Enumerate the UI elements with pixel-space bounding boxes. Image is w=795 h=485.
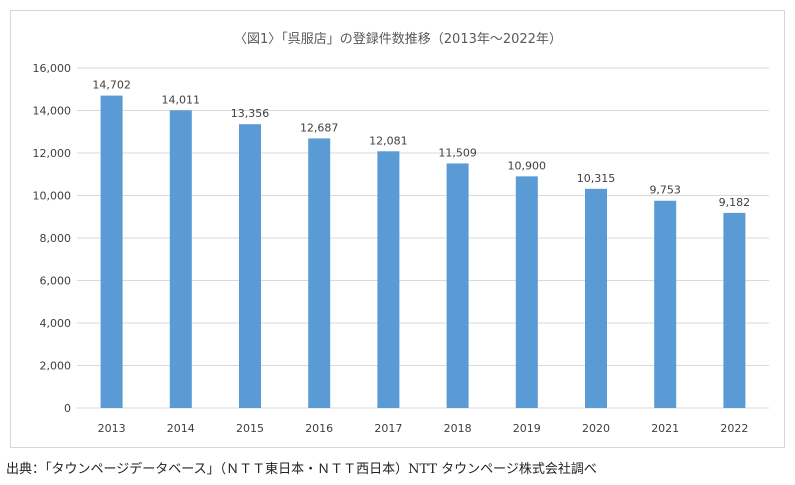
bar-2020 [585, 188, 607, 408]
y-tick-label: 0 [64, 402, 71, 415]
data-label-2017: 12,081 [369, 134, 408, 147]
x-tick-label-2019: 2019 [513, 422, 541, 435]
bar-2017 [377, 151, 400, 408]
data-label-2015: 13,356 [231, 107, 270, 120]
x-tick-label-2013: 2013 [98, 422, 126, 435]
y-axis-tick-labels: 0 2,000 4,000 6,000 8,000 10,000 12,000 14,000 1… [33, 62, 72, 415]
data-label-2013: 14,702 [92, 79, 131, 92]
data-label-2020: 10,315 [577, 172, 616, 185]
data-label-2022: 9,182 [719, 196, 751, 209]
y-tick-label: 8,000 [40, 232, 72, 245]
x-tick-label-2016: 2016 [305, 422, 333, 435]
x-tick-label-2015: 2015 [236, 422, 264, 435]
y-tick-label: 6,000 [40, 275, 72, 288]
gridlines [77, 67, 769, 409]
bar-2019 [515, 176, 538, 408]
chart-frame: 〈図1〉「呉服店」の登録件数推移（2013年～2022年） 0 2,000 4,00… [10, 10, 785, 448]
bar-2014 [169, 110, 192, 409]
data-label-2019: 10,900 [508, 159, 547, 172]
bar-chart: 〈図1〉「呉服店」の登録件数推移（2013年～2022年） 0 2,000 4,00… [33, 32, 769, 435]
y-tick-label: 4,000 [40, 317, 72, 330]
x-tick-label-2017: 2017 [374, 422, 402, 435]
x-tick-label-2014: 2014 [167, 422, 195, 435]
y-tick-label: 16,000 [33, 62, 72, 75]
x-tick-label-2021: 2021 [651, 422, 679, 435]
x-tick-label-2022: 2022 [720, 422, 748, 435]
y-tick-label: 2,000 [40, 360, 72, 373]
y-tick-label: 14,000 [33, 105, 72, 118]
x-tick-label-2020: 2020 [582, 422, 610, 435]
x-axis-tick-labels: 2013 2014 2015 2016 2017 2018 2019 2020 2021 2022 [98, 422, 749, 435]
bars [100, 95, 746, 409]
source-note: 出典：「タウンページデータベース」（ＮＴＴ東日本・ＮＴＴ西日本）NTT タウンペ… [6, 462, 597, 477]
x-tick-label-2018: 2018 [444, 422, 472, 435]
data-label-2014: 14,011 [162, 93, 201, 106]
bar-2022 [723, 212, 746, 408]
bar-2021 [654, 200, 677, 408]
data-label-2018: 11,509 [438, 146, 477, 159]
bar-2015 [239, 124, 261, 408]
data-label-2016: 12,687 [300, 121, 339, 134]
y-tick-label: 12,000 [33, 147, 72, 160]
chart-title: 〈図1〉「呉服店」の登録件数推移（2013年～2022年） [234, 32, 562, 47]
bar-2018 [446, 163, 469, 408]
data-label-2021: 9,753 [649, 184, 681, 197]
bar-2016 [308, 138, 331, 408]
bar-2013 [100, 95, 123, 409]
data-labels: 14,702 14,011 13,356 12,687 12,081 11,509 10,9… [92, 79, 750, 209]
y-tick-label: 10,000 [33, 190, 72, 203]
